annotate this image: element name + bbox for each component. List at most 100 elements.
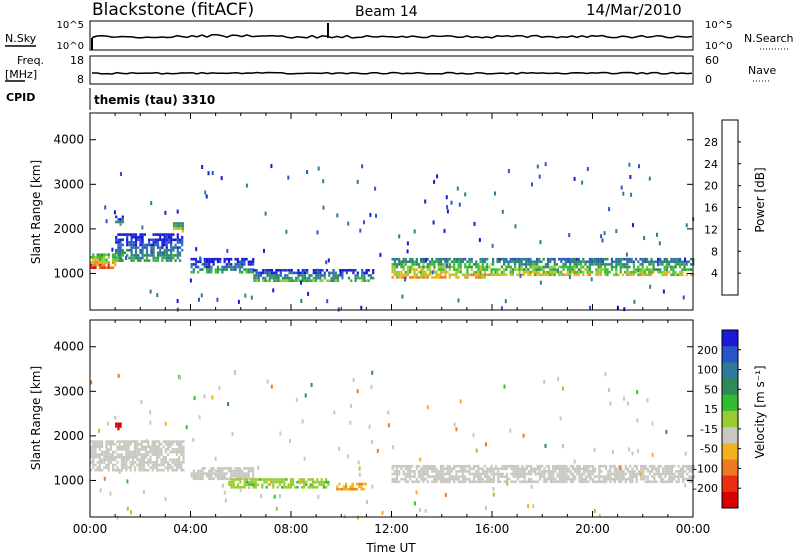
scatter-cell [158,468,161,472]
scatter-cell [96,261,99,264]
scatter-cell [668,470,671,473]
scatter-cell [602,268,605,271]
scatter-cell [212,260,215,264]
scatter-cell [395,467,399,471]
scatter-cell [468,472,471,476]
scatter-cell [475,480,478,484]
scatter-cell [395,470,399,473]
scatter-cell [531,265,534,269]
scatter-cell [148,254,151,257]
scatter-noise [657,262,659,267]
scatter-cell [479,270,482,274]
scatter-cell [641,263,644,266]
scatter-cell [182,468,185,472]
scatter-cell [670,464,674,468]
scatter-cell [522,270,525,274]
scatter-cell [134,461,137,464]
scatter-cell [132,235,135,239]
scatter-cell [393,464,396,468]
velocity-colorbar-frame [721,329,739,509]
scatter-cell [208,257,211,261]
scatter-cell [558,480,561,484]
scatter-cell [221,469,224,473]
scatter-noise [300,299,303,303]
scatter-cell [270,274,274,277]
scatter-cell [406,260,410,264]
scatter-cell [576,467,579,471]
scatter-cell [461,260,465,264]
scatter-cell [621,257,624,261]
scatter-cell [599,273,602,277]
scatter-cell [250,480,253,484]
scatter-cell [283,486,286,489]
scatter-cell [498,268,501,271]
scatter-cell [457,477,460,481]
scatter-cell [472,270,476,274]
scatter-cell [156,241,160,244]
scatter-cell [563,464,566,468]
scatter-cell [595,270,598,274]
scatter-cell [525,270,528,274]
scatter-cell [234,469,237,473]
scatter-cell [439,472,443,476]
scatter-cell [424,270,427,274]
scatter-cell [107,261,110,264]
scatter-cell [494,472,498,476]
scatter-cell [367,274,370,277]
scatter-cell [536,480,539,484]
scatter-cell [221,265,224,269]
scatter-cell [152,241,155,244]
radar-title: Blackstone (fitACF) [92,0,254,20]
scatter-cell [670,480,674,484]
scatter-cell [152,254,155,257]
scatter-cell [646,475,649,478]
scatter-cell [674,265,677,269]
scatter-cell [105,463,108,467]
scatter-cell [119,254,122,257]
scatter-cell [201,268,204,271]
scatter-cell [657,268,660,271]
scatter-cell [577,263,580,266]
scatter-cell [468,257,471,261]
scatter-cell [356,276,359,280]
scatter-cell [529,270,532,274]
scatter-cell [90,448,93,451]
scatter-cell [662,467,665,471]
scatter-cell [646,477,649,481]
scatter-cell [676,263,679,266]
scatter-cell [509,273,512,277]
scatter-cell [598,470,601,473]
scatter-cell [417,475,421,478]
scatter-cell [426,472,429,476]
scatter-cell [109,458,112,462]
scatter-cell [325,486,328,489]
scatter-cell [628,270,631,274]
scatter-noise [358,472,361,477]
scatter-cell [404,260,407,264]
scatter-cell [446,470,449,473]
scatter-cell [422,260,425,264]
scatter-cell [402,257,405,261]
scatter-cell [527,270,530,274]
scatter-cell [508,477,511,481]
scatter-noise [201,165,204,169]
scatter-cell [170,235,173,239]
scatter-cell [339,274,342,277]
scatter-cell [604,464,608,468]
scatter-cell [212,472,215,475]
scatter-cell [216,257,220,261]
scatter-cell [525,263,528,266]
scatter-cell [475,276,478,279]
scatter-cell [171,442,174,446]
scatter-cell [309,486,312,489]
scatter-cell [180,442,183,446]
scatter-noise [667,477,670,482]
scatter-cell [182,453,185,456]
scatter-cell [527,480,531,484]
scatter-cell [646,467,649,471]
scatter-cell [256,478,259,481]
scatter-cell [597,270,600,274]
scatter-cell [136,442,139,446]
scatter-cell [248,483,251,486]
scatter-cell [611,477,614,481]
